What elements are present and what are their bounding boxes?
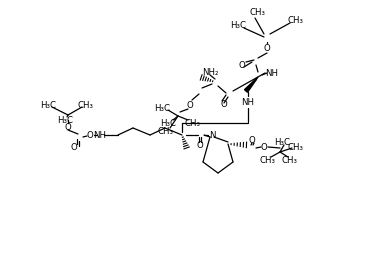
- Text: O: O: [197, 141, 203, 150]
- Text: O: O: [220, 99, 228, 109]
- Text: NH: NH: [266, 69, 279, 78]
- Text: N: N: [209, 130, 215, 139]
- Text: O: O: [239, 60, 245, 69]
- Text: H₃C: H₃C: [57, 116, 73, 125]
- Text: CH₃: CH₃: [260, 155, 276, 165]
- Text: NH₂: NH₂: [202, 67, 218, 76]
- Text: O: O: [87, 130, 93, 139]
- Text: CH₃: CH₃: [184, 118, 200, 127]
- Text: CH₃: CH₃: [157, 127, 173, 136]
- Text: H₃C: H₃C: [40, 101, 56, 109]
- Text: CH₃: CH₃: [287, 15, 303, 25]
- Text: H₃C: H₃C: [230, 20, 246, 29]
- Text: O: O: [65, 123, 71, 132]
- Text: CH₃: CH₃: [250, 8, 266, 17]
- Text: O: O: [70, 143, 77, 151]
- Text: CH₃: CH₃: [287, 143, 303, 151]
- Text: H₃C: H₃C: [160, 118, 176, 127]
- Polygon shape: [244, 77, 258, 92]
- Text: H₃C: H₃C: [154, 104, 170, 113]
- Text: NH: NH: [241, 97, 254, 106]
- Text: CH₃: CH₃: [282, 155, 298, 165]
- Text: O: O: [249, 136, 256, 144]
- Text: CH₃: CH₃: [77, 101, 93, 109]
- Text: O: O: [264, 43, 270, 53]
- Text: NH: NH: [94, 130, 107, 139]
- Text: O: O: [186, 101, 193, 109]
- Text: O: O: [261, 143, 267, 151]
- Text: H₃C: H₃C: [274, 137, 290, 146]
